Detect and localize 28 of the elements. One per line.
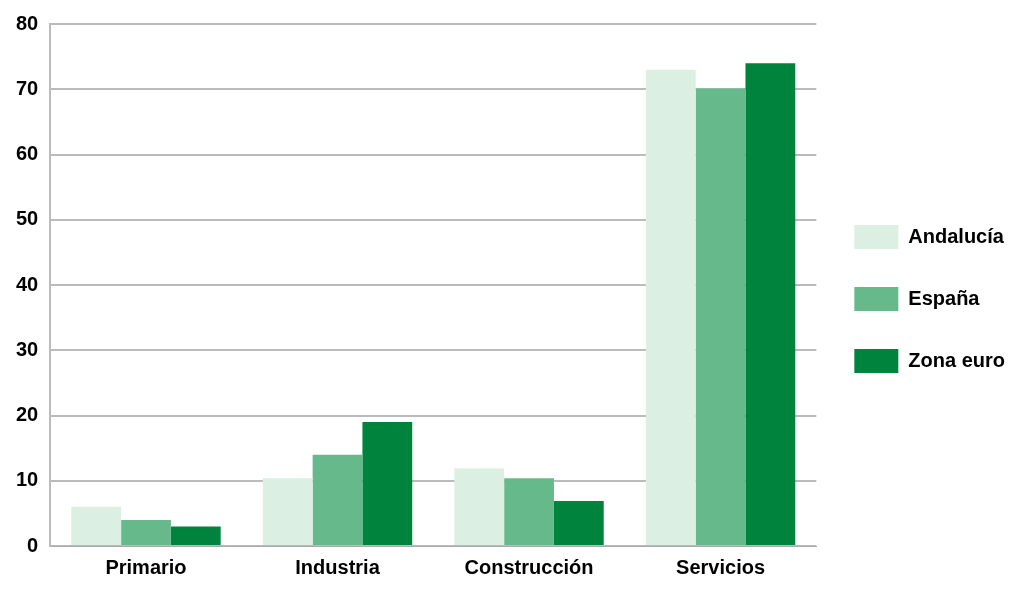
y-tick-label: 40 xyxy=(16,272,39,295)
bar xyxy=(71,506,122,545)
bar xyxy=(454,468,505,545)
bar xyxy=(262,478,313,545)
bar xyxy=(312,454,363,545)
bar xyxy=(170,526,221,545)
bar xyxy=(553,500,604,545)
bar xyxy=(745,63,796,545)
bar xyxy=(121,519,171,545)
y-tick-label: 0 xyxy=(27,533,39,556)
bar xyxy=(695,88,746,545)
y-tick-label: 60 xyxy=(16,142,39,165)
y-tick-label: 10 xyxy=(16,468,39,491)
y-tick-label: 30 xyxy=(16,337,39,360)
legend-label: Zona euro xyxy=(908,348,1005,371)
legend-label: España xyxy=(908,286,981,309)
x-tick-label: Industria xyxy=(295,555,381,578)
y-tick-label: 20 xyxy=(16,403,39,426)
bar xyxy=(504,478,554,545)
legend-label: Andalucía xyxy=(908,224,1005,247)
bar xyxy=(362,422,413,545)
x-tick-label: Primario xyxy=(105,555,187,578)
bar xyxy=(645,69,696,545)
x-tick-label: Servicios xyxy=(676,555,766,578)
y-tick-label: 80 xyxy=(16,11,39,34)
y-tick-label: 70 xyxy=(16,76,39,99)
y-tick-label: 50 xyxy=(16,207,39,230)
x-tick-label: Construcción xyxy=(464,555,594,578)
